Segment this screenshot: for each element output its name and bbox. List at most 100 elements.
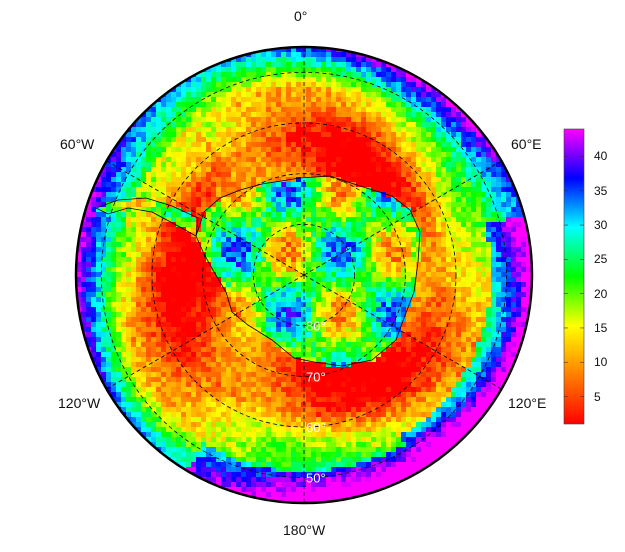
field-cell [496,307,502,313]
field-cell [351,347,357,353]
field-cell [226,107,232,113]
field-cell [241,282,247,288]
field-cell [391,142,397,148]
field-cell [326,117,332,123]
field-cell [136,342,142,348]
field-cell [166,107,172,113]
field-cell [186,282,192,288]
field-cell [356,277,362,283]
field-cell [236,297,242,303]
field-cell [111,277,117,283]
field-cell [201,122,207,128]
field-cell [286,182,292,188]
field-cell [366,127,372,133]
field-cell [316,317,322,323]
field-cell [451,357,457,363]
field-cell [376,147,382,153]
field-cell [396,97,402,103]
field-cell [446,267,452,273]
field-cell [486,177,492,183]
field-cell [491,222,497,228]
field-cell [341,222,347,228]
field-cell [246,107,252,113]
field-cell [281,192,287,198]
field-cell [456,217,462,223]
field-cell [266,177,272,183]
field-cell [146,327,152,333]
field-cell [386,112,392,118]
field-cell [116,312,122,318]
field-cell [141,212,147,218]
field-cell [366,242,372,248]
field-cell [391,227,397,233]
field-cell [316,267,322,273]
field-cell [191,152,197,158]
field-cell [406,272,412,278]
field-cell [266,307,272,313]
field-cell [286,317,292,323]
field-cell [421,127,427,133]
field-cell [236,132,242,138]
field-cell [511,337,517,343]
field-cell [146,202,152,208]
field-cell [186,357,192,363]
field-cell [316,262,322,268]
field-cell [501,212,507,218]
field-cell [521,242,527,248]
field-cell [356,352,362,358]
field-cell [211,327,217,333]
field-cell [486,307,492,313]
field-cell [106,347,112,353]
field-cell [416,182,422,188]
field-cell [391,117,397,123]
field-cell [401,97,407,103]
field-cell [446,282,452,288]
field-cell [356,257,362,263]
field-cell [381,87,387,93]
field-cell [371,62,377,68]
field-cell [226,172,232,178]
field-cell [456,232,462,238]
field-cell [231,172,237,178]
field-cell [221,212,227,218]
field-cell [356,212,362,218]
field-cell [216,77,222,83]
field-cell [296,127,302,133]
field-cell [361,357,367,363]
field-cell [161,302,167,308]
field-cell [236,62,242,68]
field-cell [211,192,217,198]
field-cell [106,287,112,293]
field-cell [396,72,402,78]
field-cell [466,202,472,208]
field-cell [206,142,212,148]
field-cell [386,267,392,273]
field-cell [86,237,92,243]
field-cell [351,57,357,63]
field-cell [261,342,267,348]
field-cell [431,302,437,308]
field-cell [506,347,512,353]
field-cell [276,332,282,338]
field-cell [196,112,202,118]
field-cell [196,257,202,263]
field-cell [101,292,107,298]
field-cell [446,232,452,238]
field-cell [276,187,282,193]
field-cell [166,217,172,223]
field-cell [211,247,217,253]
field-cell [131,337,137,343]
field-cell [151,187,157,193]
field-cell [331,157,337,163]
field-cell [236,222,242,228]
field-cell [326,297,332,303]
field-cell [161,232,167,238]
field-cell [401,82,407,88]
field-cell [376,207,382,213]
field-cell [441,332,447,338]
field-cell [236,232,242,238]
field-cell [161,287,167,293]
field-cell [261,152,267,158]
field-cell [276,182,282,188]
field-cell [191,262,197,268]
